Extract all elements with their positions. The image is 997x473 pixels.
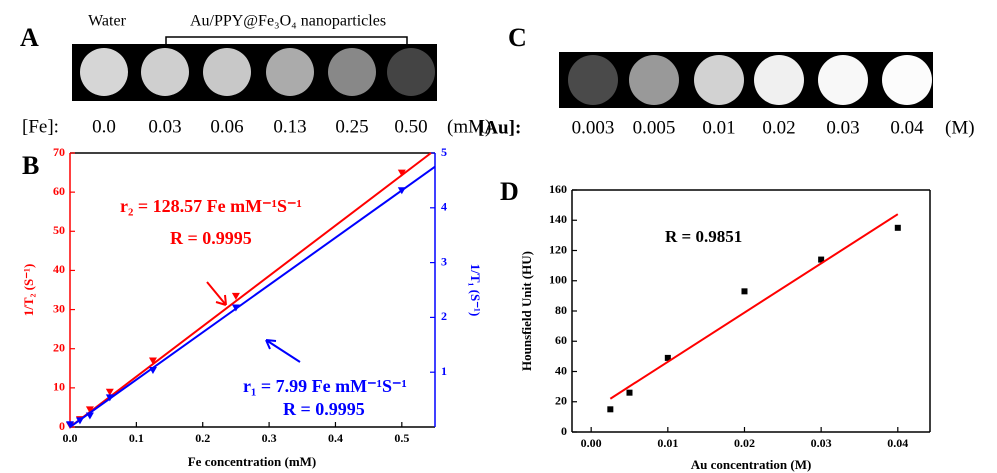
y-tick-label: 50 (53, 223, 65, 237)
x-tick-label: 0.02 (734, 436, 755, 450)
phantom (694, 55, 744, 105)
y-tick-label: 160 (549, 182, 567, 196)
y-tick-label: 70 (53, 145, 65, 159)
concentration: 0.0 (92, 116, 116, 137)
panel-letter: D (500, 177, 519, 206)
x-tick-label: 0.01 (657, 436, 678, 450)
y-tick-label: 140 (549, 212, 567, 226)
arrow (266, 340, 300, 362)
y-tick-label: 0 (59, 419, 65, 433)
y-tick-label: 60 (53, 184, 65, 198)
x-tick-label: 0.04 (887, 436, 908, 450)
concentration: 0.03 (148, 116, 181, 137)
y2-tick-label: 5 (441, 145, 447, 159)
y2-tick-label: 3 (441, 254, 447, 268)
y-axis-title: 1/T₂ (S⁻¹) (21, 264, 36, 317)
y-tick-label: 100 (549, 273, 567, 287)
phantom (754, 55, 804, 105)
y-tick-label: 60 (555, 333, 567, 347)
data-point (741, 288, 747, 294)
phantom (141, 48, 189, 96)
panel-letter: C (508, 23, 527, 52)
y-tick-label: 120 (549, 242, 567, 256)
x-tick-label: 0.4 (328, 431, 343, 445)
x-tick-label: 0.1 (129, 431, 144, 445)
label: Water (88, 13, 126, 30)
x-tick-label: 0.0 (63, 431, 78, 445)
label: Au/PPY@Fe₃O₄ nanoparticles (190, 13, 386, 30)
y-tick-label: 20 (555, 394, 567, 408)
y2-tick-label: 2 (441, 309, 447, 323)
x-axis-title: Au concentration (M) (691, 457, 812, 472)
fit-line (610, 214, 897, 399)
y-tick-label: 40 (53, 262, 65, 276)
y2-tick-label: 1 (441, 364, 447, 378)
annotation: r₁ = 7.99 Fe mM⁻¹S⁻¹ (243, 376, 407, 396)
y-tick-label: 30 (53, 301, 65, 315)
concentration: 0.04 (890, 117, 924, 138)
figure: A Water Au/PPY@Fe₃O₄ nanoparticles [Fe]:… (0, 0, 997, 473)
unit: (M) (945, 117, 975, 138)
bracket (166, 37, 407, 44)
concentration: 0.01 (702, 117, 735, 138)
concentration: 0.50 (394, 116, 427, 137)
x-tick-label: 0.00 (581, 436, 602, 450)
phantom (203, 48, 251, 96)
y2-tick-label: 4 (441, 200, 447, 214)
concentration: 0.03 (826, 117, 859, 138)
panel-letter: B (22, 151, 39, 180)
data-point (607, 406, 613, 412)
y2-axis-title: 1/T₁ (S⁻¹) (468, 264, 483, 317)
row-label: [Au]: (478, 117, 521, 138)
x-tick-label: 0.3 (262, 431, 277, 445)
annotation: R = 0.9851 (665, 227, 742, 246)
phantom (568, 55, 618, 105)
concentration: 0.06 (210, 116, 243, 137)
data-point (626, 390, 632, 396)
concentration: 0.25 (335, 116, 368, 137)
x-tick-label: 0.5 (394, 431, 409, 445)
x-axis-title: Fe concentration (mM) (188, 454, 317, 469)
phantom (328, 48, 376, 96)
data-point (895, 225, 901, 231)
y-tick-label: 80 (555, 303, 567, 317)
x-tick-label: 0.2 (195, 431, 210, 445)
y-tick-label: 10 (53, 380, 65, 394)
concentration: 0.003 (572, 117, 615, 138)
phantom (80, 48, 128, 96)
concentration: 0.02 (762, 117, 795, 138)
phantom (882, 55, 932, 105)
phantom (629, 55, 679, 105)
phantom (266, 48, 314, 96)
y-tick-label: 20 (53, 340, 65, 354)
annotation: r₂ = 128.57 Fe mM⁻¹S⁻¹ (120, 196, 302, 216)
annotation: R = 0.9995 (170, 228, 252, 248)
concentration: 0.13 (273, 116, 306, 137)
panel-letter: A (20, 23, 39, 52)
annotation: R = 0.9995 (283, 399, 365, 419)
arrow (207, 282, 226, 305)
phantom (387, 48, 435, 96)
y-tick-label: 0 (561, 424, 567, 438)
row-label: [Fe]: (22, 116, 59, 137)
x-tick-label: 0.03 (811, 436, 832, 450)
phantom (818, 55, 868, 105)
y-axis-title: Hounsfield Unit (HU) (519, 251, 534, 371)
concentration: 0.005 (633, 117, 676, 138)
y-tick-label: 40 (555, 363, 567, 377)
